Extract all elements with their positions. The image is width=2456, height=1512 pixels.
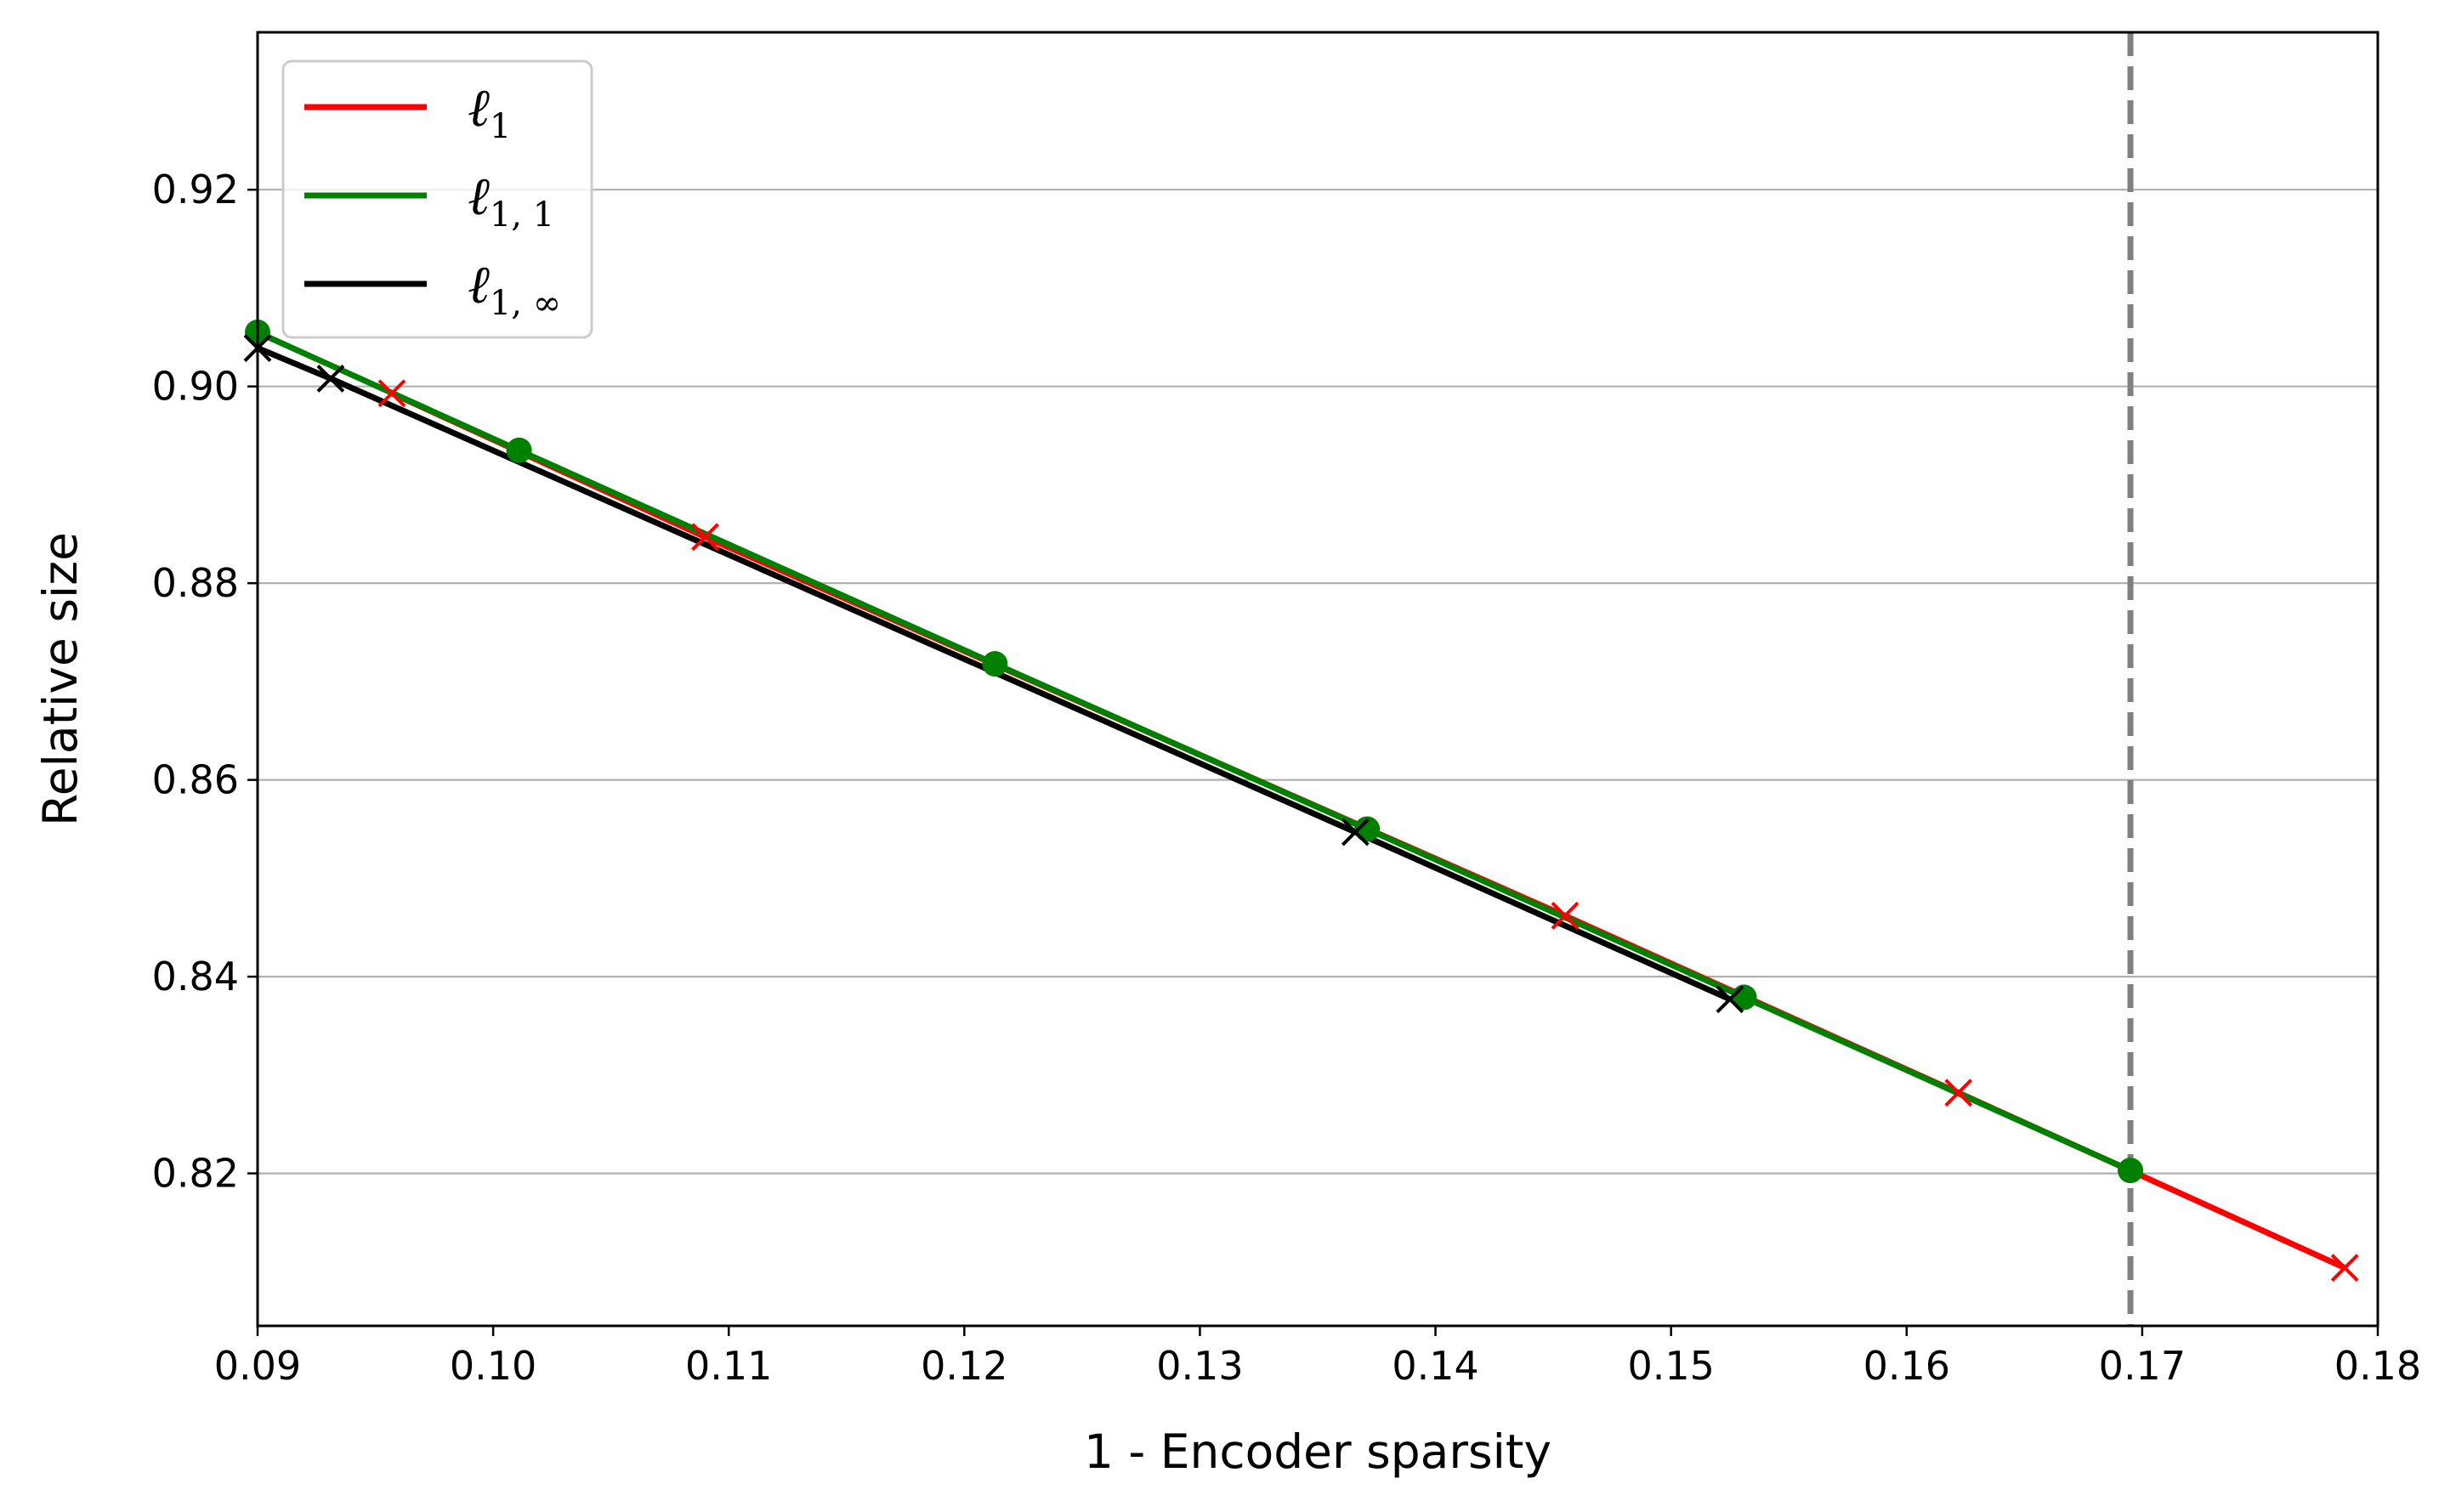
data-point — [377, 379, 406, 408]
legend-label-1: ℓ1, 1 — [468, 165, 554, 235]
grid — [258, 189, 2378, 1175]
y-tick-label: 0.90 — [152, 364, 239, 410]
data-point — [316, 364, 345, 393]
data-point — [1716, 985, 1744, 1014]
y-axis-label: Relative size — [33, 532, 88, 826]
legend-label-subscript: 1, 1 — [490, 195, 554, 235]
data-point — [691, 523, 719, 552]
series-line-1 — [258, 329, 2132, 1174]
y-tick-label: 0.92 — [152, 167, 239, 212]
legend-label-subscript: 1, ∞ — [490, 284, 561, 323]
x-tick-label: 0.17 — [2099, 1343, 2186, 1389]
y-tick-label: 0.84 — [152, 954, 239, 1000]
data-point — [2118, 1158, 2144, 1184]
x-tick-label: 0.16 — [1863, 1343, 1950, 1389]
legend-label-subscript: 1 — [490, 107, 511, 146]
data-point — [1341, 818, 1370, 847]
x-tick-label: 0.18 — [2334, 1343, 2421, 1389]
data-point — [2330, 1254, 2359, 1283]
y-tick-label: 0.86 — [152, 757, 239, 803]
legend-label-main: ℓ — [468, 76, 490, 139]
legend-label-2: ℓ1, ∞ — [468, 253, 561, 323]
legend-box — [281, 59, 593, 339]
x-tick-label: 0.15 — [1627, 1343, 1714, 1389]
data-point — [982, 651, 1008, 677]
x-tick-label: 0.12 — [921, 1343, 1007, 1389]
y-tick-label: 0.88 — [152, 560, 239, 606]
legend-label-0: ℓ1 — [468, 76, 511, 146]
data-point — [1551, 901, 1580, 930]
legend-label-main: ℓ — [468, 253, 490, 315]
data-point — [506, 437, 532, 463]
axis-ticks: 0.09 0.10 0.11 0.12 0.13 0.14 0.15 0.16 0.17 0.18… — [152, 167, 2422, 1389]
x-tick-label: 0.09 — [214, 1343, 301, 1389]
legend-label-main: ℓ — [468, 165, 490, 227]
x-axis-label: 1 - Encoder sparsity — [1084, 1424, 1551, 1479]
x-tick-label: 0.13 — [1156, 1343, 1243, 1389]
x-tick-label: 0.14 — [1392, 1343, 1478, 1389]
series-line-2 — [258, 345, 1732, 1002]
x-tick-label: 0.11 — [685, 1343, 772, 1389]
plot-frame — [256, 31, 2379, 1328]
y-tick-label: 0.82 — [152, 1151, 239, 1197]
x-tick-label: 0.10 — [450, 1343, 536, 1389]
data-point — [1944, 1079, 1973, 1107]
